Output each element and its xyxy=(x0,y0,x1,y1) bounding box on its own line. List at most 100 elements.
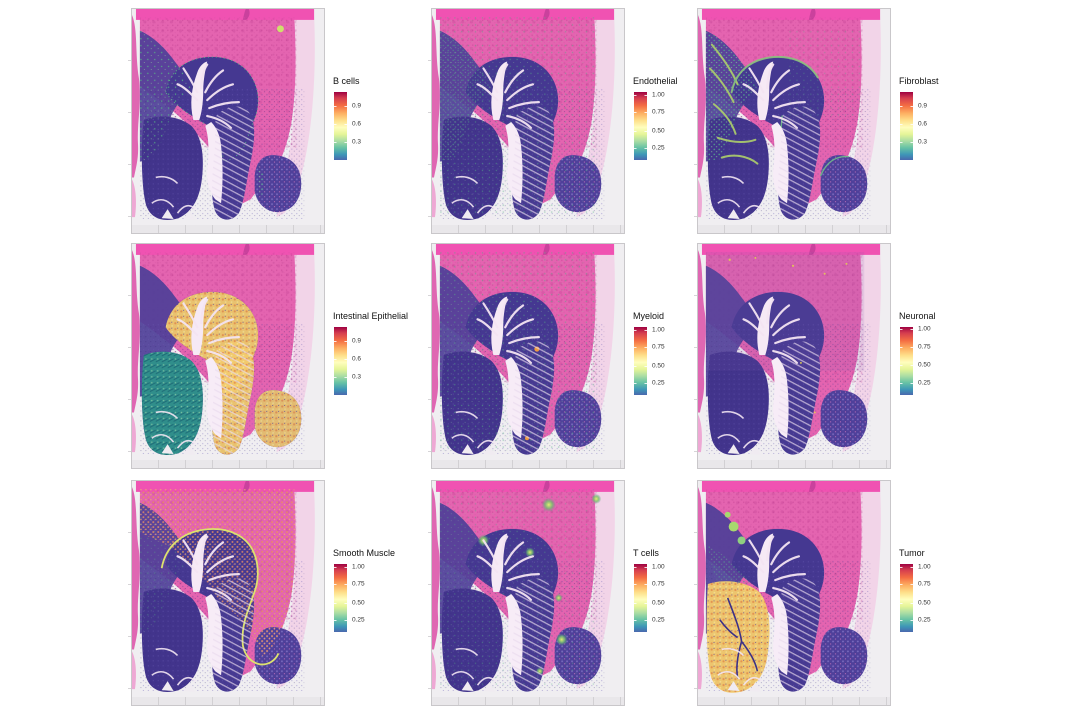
colorbar: 1.00 0.75 0.50 0.25 xyxy=(634,91,665,160)
colorbar-tick: 0.50 xyxy=(918,361,931,369)
panel-tumor: Tumor 1.00 0.75 0.50 0.25 xyxy=(694,480,999,710)
colorbar-tick: 0.9 xyxy=(352,337,362,345)
legend-myeloid: Myeloid 1.00 0.75 0.50 0.25 xyxy=(633,311,731,395)
colorbar-tick: 0.3 xyxy=(352,373,362,381)
legend-b-cells: B cells 0.9 0.6 0.3 xyxy=(333,76,431,160)
colorbar-tick: 0.75 xyxy=(652,108,665,116)
colorbar-gradient xyxy=(634,564,647,632)
colorbar-tick: 0.25 xyxy=(652,616,665,624)
colorbar-gradient xyxy=(334,564,347,632)
colorbar-tick: 0.9 xyxy=(918,102,928,110)
panel-t-cells: T cells 1.00 0.75 0.50 0.25 xyxy=(428,480,733,710)
colorbar-tick: 1.00 xyxy=(652,91,665,99)
colorbar-tick: 1.00 xyxy=(352,563,365,571)
colorbar: 0.9 0.6 0.3 xyxy=(334,92,361,160)
x-axis-ticks xyxy=(132,460,324,468)
colorbar-gradient xyxy=(634,327,647,395)
colorbar-tick: 1.00 xyxy=(918,325,931,333)
panel-myeloid: Myeloid 1.00 0.75 0.50 0.25 xyxy=(428,243,733,473)
colorbar-tick: 0.75 xyxy=(352,580,365,588)
colorbar-tick: 0.50 xyxy=(652,362,665,370)
x-axis-ticks xyxy=(698,697,890,705)
panel-neuronal: Neuronal 1.00 0.75 0.50 0.25 xyxy=(694,243,999,473)
tissue-map-tumor xyxy=(698,481,890,697)
tissue-map-intestinal-epithelial xyxy=(132,244,324,460)
colorbar-tick: 0.9 xyxy=(352,102,362,110)
panel-intestinal-epithelial: Intestinal Epithelial 0.9 0.6 0.3 xyxy=(128,243,433,473)
colorbar-tick: 0.50 xyxy=(652,127,665,135)
colorbar: 1.00 0.75 0.50 0.25 xyxy=(900,563,931,632)
legend-intestinal-epithelial: Intestinal Epithelial 0.9 0.6 0.3 xyxy=(333,311,431,395)
colorbar-tick: 0.25 xyxy=(918,616,931,624)
legend-fibroblast: Fibroblast 0.9 0.6 0.3 xyxy=(899,76,997,160)
y-axis-ticks xyxy=(128,481,131,697)
overlay-tumor xyxy=(706,511,770,693)
colorbar-tick: 0.50 xyxy=(352,599,365,607)
legend-neuronal: Neuronal 1.00 0.75 0.50 0.25 xyxy=(899,311,997,395)
colorbar: 0.9 0.6 0.3 xyxy=(900,92,927,160)
y-axis-ticks xyxy=(694,9,697,225)
y-axis-ticks xyxy=(428,481,431,697)
legend-title: T cells xyxy=(633,548,659,558)
tissue-image-t-cells xyxy=(428,480,625,706)
panel-endothelial: Endothelial 1.00 0.75 0.50 0.25 xyxy=(428,8,733,238)
y-axis-ticks xyxy=(428,244,431,460)
colorbar: 1.00 0.75 0.50 0.25 xyxy=(900,326,931,395)
x-axis-ticks xyxy=(698,460,890,468)
colorbar-tick: 0.6 xyxy=(352,120,362,128)
legend-smooth-muscle: Smooth Muscle 1.00 0.75 0.50 0.25 xyxy=(333,548,431,632)
tissue-image-myeloid xyxy=(428,243,625,469)
colorbar-tick: 0.6 xyxy=(918,120,928,128)
legend-title: Myeloid xyxy=(633,311,665,321)
legend-endothelial: Endothelial 1.00 0.75 0.50 0.25 xyxy=(633,76,731,160)
colorbar-tick: 0.3 xyxy=(918,138,928,146)
legend-title: Smooth Muscle xyxy=(333,548,396,558)
y-axis-ticks xyxy=(694,481,697,697)
tissue-map-endothelial xyxy=(432,9,624,225)
colorbar-tick: 0.25 xyxy=(352,616,365,624)
colorbar-gradient xyxy=(634,92,647,160)
x-axis-ticks xyxy=(132,697,324,705)
legend-title: Endothelial xyxy=(633,76,678,86)
tissue-map-myeloid xyxy=(432,244,624,460)
colorbar-tick: 0.75 xyxy=(652,343,665,351)
colorbar-tick: 0.25 xyxy=(652,379,665,387)
legend-title: Intestinal Epithelial xyxy=(333,311,409,321)
tissue-image-fibroblast xyxy=(694,8,891,234)
tissue-map-t-cells xyxy=(432,481,624,697)
tissue-image-intestinal-epithelial xyxy=(128,243,325,469)
legend-title: Fibroblast xyxy=(899,76,939,86)
colorbar-gradient xyxy=(334,92,347,160)
colorbar-tick: 1.00 xyxy=(918,563,931,571)
tissue-map-b-cells xyxy=(132,9,324,225)
x-axis-ticks xyxy=(698,225,890,233)
legend-title: Neuronal xyxy=(899,311,936,321)
tissue-image-smooth-muscle xyxy=(128,480,325,706)
overlay-b-cells xyxy=(139,25,284,198)
overlay-smooth-muscle xyxy=(139,488,296,666)
colorbar-tick: 0.25 xyxy=(652,144,665,152)
colorbar-gradient xyxy=(334,327,347,395)
y-axis-ticks xyxy=(128,9,131,225)
panel-fibroblast: Fibroblast 0.9 0.6 0.3 xyxy=(694,8,999,238)
legend-t-cells: T cells 1.00 0.75 0.50 0.25 xyxy=(633,548,731,632)
tissue-image-b-cells xyxy=(128,8,325,234)
colorbar-tick: 1.00 xyxy=(652,563,665,571)
x-axis-ticks xyxy=(432,697,624,705)
colorbar-tick: 0.6 xyxy=(352,355,362,363)
colorbar: 1.00 0.75 0.50 0.25 xyxy=(634,563,665,632)
colorbar-gradient xyxy=(900,92,913,160)
panel-b-cells: B cells 0.9 0.6 0.3 xyxy=(128,8,433,238)
tissue-image-endothelial xyxy=(428,8,625,234)
tissue-map-fibroblast xyxy=(698,9,890,225)
tissue-image-neuronal xyxy=(694,243,891,469)
x-axis-ticks xyxy=(432,460,624,468)
colorbar-tick: 0.25 xyxy=(918,379,931,387)
legend-title: Tumor xyxy=(899,548,925,558)
colorbar-tick: 0.50 xyxy=(652,599,665,607)
tissue-map-smooth-muscle xyxy=(132,481,324,697)
panel-smooth-muscle: Smooth Muscle 1.00 0.75 0.50 0.25 xyxy=(128,480,433,710)
colorbar: 1.00 0.75 0.50 0.25 xyxy=(634,326,665,395)
y-axis-ticks xyxy=(694,244,697,460)
